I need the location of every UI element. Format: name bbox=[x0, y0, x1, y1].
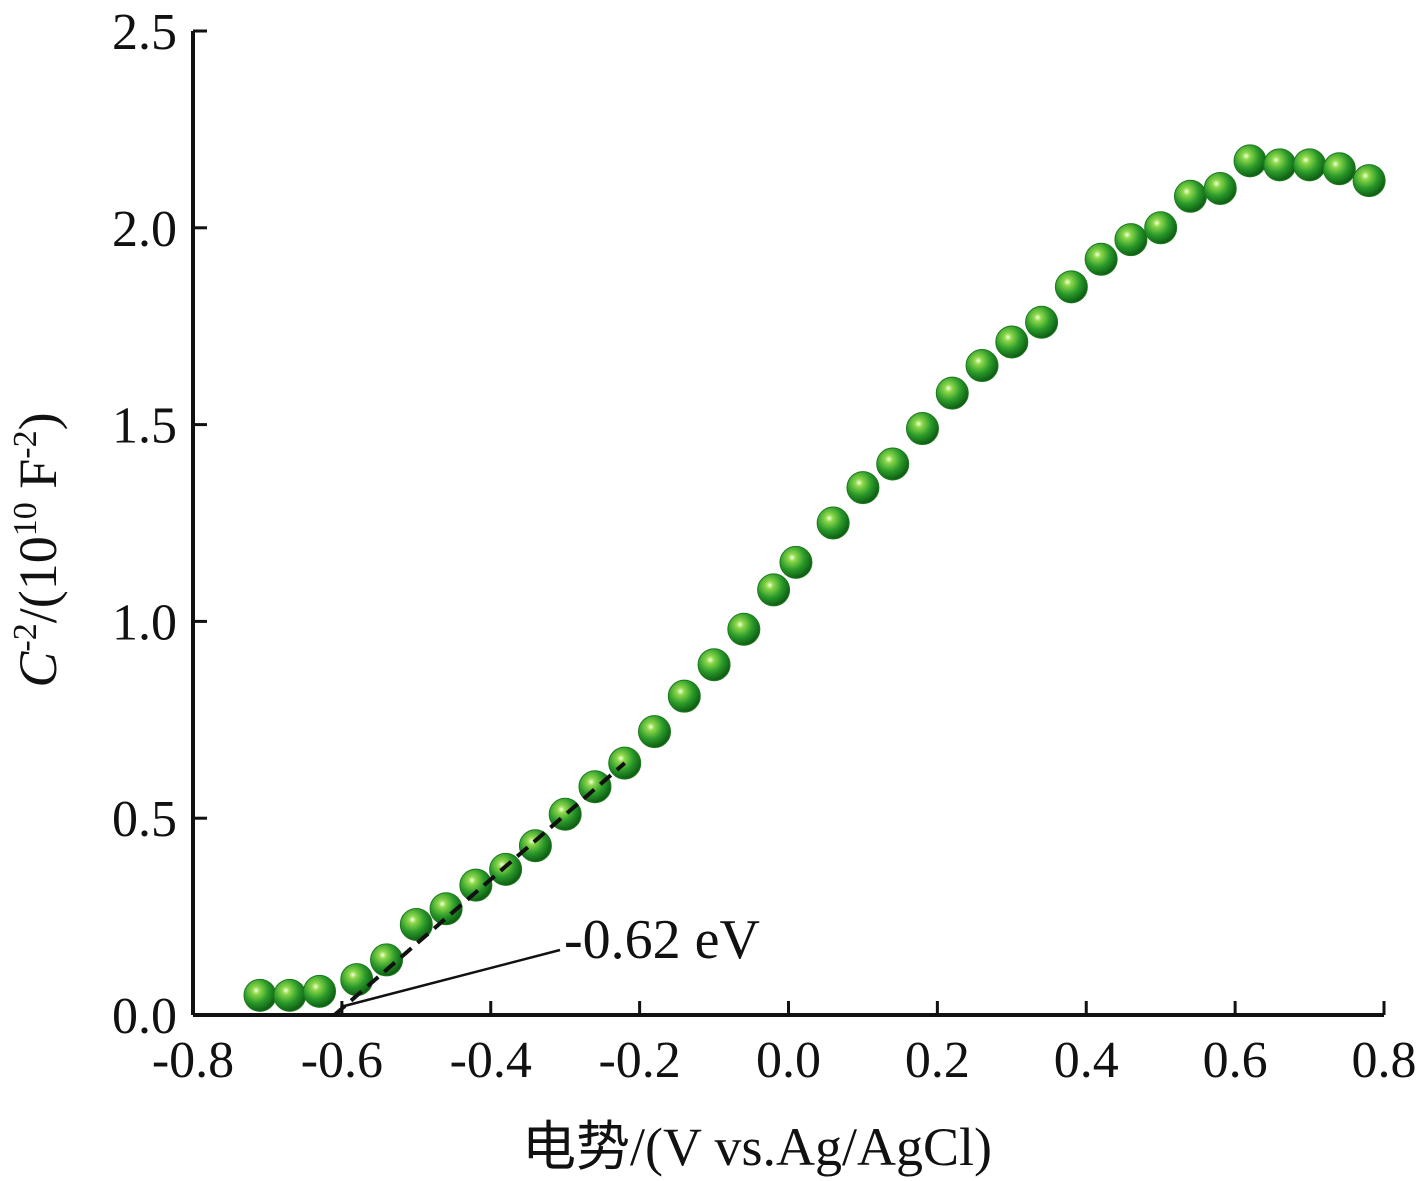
data-point bbox=[727, 612, 761, 646]
y-axis-title-close: ) bbox=[8, 412, 68, 430]
data-point bbox=[303, 974, 337, 1008]
x-tick-label: -0.4 bbox=[450, 1032, 532, 1089]
annotation-leader bbox=[340, 948, 561, 1009]
data-point bbox=[667, 679, 701, 713]
data-point bbox=[273, 978, 307, 1012]
data-point bbox=[459, 868, 493, 902]
y-axis-title-unit-sup: -2 bbox=[7, 430, 44, 458]
data-point bbox=[399, 907, 433, 941]
y-axis-title: C-2/(1010 F-2) bbox=[7, 412, 68, 687]
data-point bbox=[697, 648, 731, 682]
y-tick-label: 2.0 bbox=[112, 201, 177, 258]
data-point bbox=[1054, 270, 1088, 304]
x-tick-label: 0.0 bbox=[756, 1032, 821, 1089]
y-tick-label: 0.5 bbox=[112, 791, 177, 848]
x-tick-label: -0.8 bbox=[152, 1032, 234, 1089]
data-point bbox=[779, 545, 813, 579]
x-tick-label: 0.6 bbox=[1203, 1032, 1268, 1089]
y-axis-title-mid-sup: 10 bbox=[7, 502, 44, 536]
data-point bbox=[876, 447, 910, 481]
data-point bbox=[1293, 148, 1327, 182]
x-tick-label: -0.6 bbox=[301, 1032, 383, 1089]
fit-overlay: -0.62 eV bbox=[333, 761, 760, 1017]
data-point bbox=[1352, 164, 1386, 198]
data-point bbox=[1025, 305, 1059, 339]
data-point bbox=[1233, 144, 1267, 178]
data-points bbox=[243, 144, 1386, 1012]
data-point bbox=[1263, 148, 1297, 182]
data-point bbox=[638, 715, 672, 749]
x-tick-label: 0.4 bbox=[1054, 1032, 1119, 1089]
y-tick-label: 1.0 bbox=[112, 594, 177, 651]
y-axis-title-mid: /(10 bbox=[8, 536, 68, 623]
data-point bbox=[1084, 242, 1118, 276]
data-point bbox=[846, 471, 880, 505]
data-point bbox=[905, 412, 939, 446]
data-point bbox=[935, 376, 969, 410]
y-axis-title-base: C bbox=[8, 651, 68, 688]
data-point bbox=[340, 963, 374, 997]
annotation-label: -0.62 eV bbox=[564, 909, 760, 971]
data-point bbox=[518, 829, 552, 863]
data-point bbox=[757, 573, 791, 607]
data-point bbox=[965, 349, 999, 383]
x-tick-label: -0.2 bbox=[598, 1032, 680, 1089]
data-point bbox=[1203, 171, 1237, 205]
x-tick-label: 0.8 bbox=[1352, 1032, 1417, 1089]
y-tick-label: 1.5 bbox=[112, 398, 177, 455]
y-tick-label: 2.5 bbox=[112, 4, 177, 61]
y-axis-title-unit: F bbox=[8, 459, 68, 503]
data-point bbox=[816, 506, 850, 540]
data-point bbox=[429, 892, 463, 926]
axes bbox=[191, 31, 1384, 1017]
data-point bbox=[370, 943, 404, 977]
data-point bbox=[1114, 223, 1148, 257]
x-axis-title: 电势/(V vs.Ag/AgCl) bbox=[522, 1117, 992, 1177]
x-tick-label: 0.2 bbox=[905, 1032, 970, 1089]
data-point bbox=[489, 852, 523, 886]
data-point bbox=[243, 978, 277, 1012]
fit-line bbox=[333, 761, 627, 1017]
data-point bbox=[1173, 179, 1207, 213]
data-point bbox=[1144, 211, 1178, 245]
data-point bbox=[1322, 152, 1356, 186]
y-axis-title-base-sup: -2 bbox=[7, 623, 44, 651]
ticks: -0.8 -0.6 -0.4 -0.2 0.0 0.2 0.4 0.6 0.8 0.0 0.5 1.0… bbox=[112, 4, 1417, 1089]
data-point bbox=[995, 325, 1029, 359]
y-tick-label: 0.0 bbox=[112, 988, 177, 1045]
